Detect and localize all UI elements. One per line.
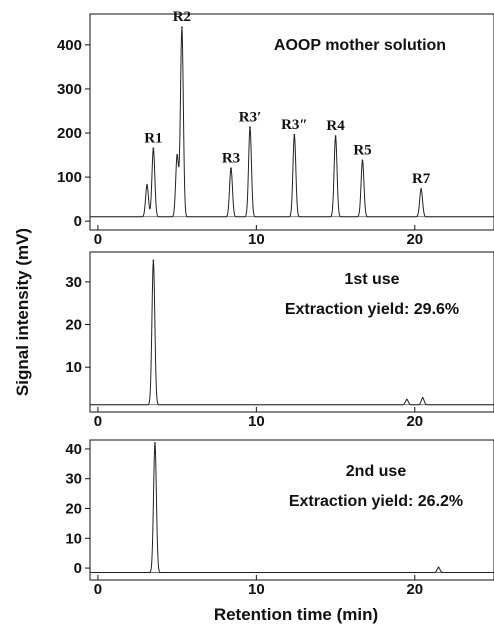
- panel-second-use: 2nd use Extraction yield: 26.2% 0 10 20 30 4…: [65, 439, 494, 598]
- peak-point: [249, 126, 251, 129]
- peak-label: R5: [353, 142, 371, 158]
- peak-point: [230, 167, 232, 170]
- x-tick-label: 10: [248, 231, 265, 248]
- peak-point: [176, 154, 179, 156]
- peak-point: [420, 188, 423, 190]
- y-tick-label: 0: [74, 560, 82, 577]
- x-tick-label: 20: [406, 581, 423, 598]
- y-tick-label: 20: [65, 317, 82, 334]
- panel-mother-solution: AOOP mother solution 0 100 200 300 400 0 10 20 R…: [57, 9, 494, 248]
- chromatogram-trace: [90, 27, 494, 218]
- x-tick-label: 10: [248, 413, 265, 430]
- plot-frame: [89, 439, 494, 581]
- peak-point: [405, 398, 408, 401]
- y-tick-label: 30: [65, 274, 82, 291]
- annotation-yield: Extraction yield: 26.2%: [289, 493, 463, 510]
- y-tick-label: 200: [57, 125, 82, 142]
- y-tick-label: 10: [65, 530, 82, 547]
- y-tick-label: 100: [57, 169, 82, 186]
- peak-point: [293, 133, 296, 136]
- y-tick-label: 40: [65, 441, 82, 458]
- x-axis-title: Retention time (min): [214, 605, 378, 624]
- plot-frame: [89, 251, 494, 413]
- x-tick-label: 0: [94, 413, 102, 430]
- peak-point: [154, 442, 156, 444]
- panel-first-use: 1st use Extraction yield: 29.6% 10 20 30 0 1…: [65, 251, 494, 430]
- peak-label: R7: [412, 171, 431, 187]
- peak-point: [152, 259, 155, 262]
- peak-point: [180, 26, 183, 29]
- peak-point: [146, 184, 148, 186]
- plot-frame: [89, 13, 494, 231]
- y-axis-title: Signal intensity (mV): [13, 228, 32, 396]
- peak-point: [421, 397, 424, 399]
- annotation-yield: Extraction yield: 29.6%: [285, 301, 459, 318]
- y-tick-label: 0: [74, 213, 82, 230]
- x-tick-label: 20: [406, 413, 423, 430]
- peak-point: [334, 135, 337, 138]
- y-tick-label: 20: [65, 501, 82, 518]
- y-tick-label: 400: [57, 37, 82, 54]
- peak-label: R3″: [281, 117, 308, 133]
- x-tick-label: 0: [94, 231, 102, 248]
- peak-point: [152, 147, 155, 150]
- y-tick-label: 300: [57, 81, 82, 98]
- panel-title: AOOP mother solution: [274, 37, 446, 54]
- peak-label: R4: [326, 118, 345, 134]
- peak-label: R3: [222, 150, 240, 166]
- chromatogram-trace: [90, 443, 494, 574]
- x-tick-label: 10: [248, 581, 265, 598]
- annotation-use: 2nd use: [346, 463, 407, 480]
- peak-point: [437, 566, 440, 569]
- peak-label: R2: [173, 9, 191, 25]
- x-tick-label: 20: [406, 231, 423, 248]
- peak-point: [361, 159, 364, 162]
- peak-label: R1: [144, 130, 162, 146]
- annotation-use: 1st use: [344, 271, 399, 288]
- chromatogram-trace: [90, 260, 494, 406]
- y-tick-label: 10: [65, 359, 82, 376]
- x-tick-label: 0: [94, 581, 102, 598]
- peak-label: R3′: [239, 109, 262, 125]
- y-tick-label: 30: [65, 471, 82, 488]
